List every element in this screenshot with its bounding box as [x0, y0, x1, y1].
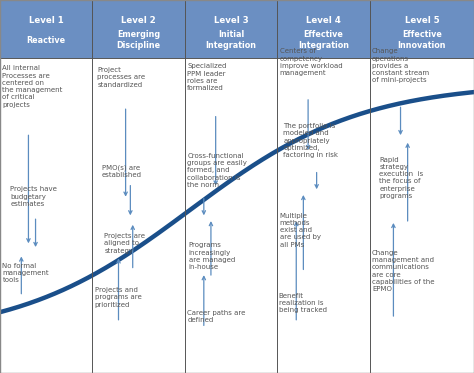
Text: Multiple
methods
exist and
are used by
all PMs: Multiple methods exist and are used by a…	[280, 213, 320, 248]
Text: Programs
increasingly
are managed
in-house: Programs increasingly are managed in-hou…	[189, 242, 235, 270]
Text: Effective
Innovation: Effective Innovation	[398, 30, 446, 50]
Text: Level 2: Level 2	[121, 16, 156, 25]
Text: Projects and
programs are
prioritized: Projects and programs are prioritized	[95, 287, 142, 308]
Text: Level 5: Level 5	[404, 16, 439, 25]
Text: Initial
Integration: Initial Integration	[206, 30, 256, 50]
Text: Effective
Integration: Effective Integration	[298, 30, 349, 50]
Text: Project
processes are
standardized: Project processes are standardized	[97, 67, 146, 88]
Text: Specialized
PPM leader
roles are
formalized: Specialized PPM leader roles are formali…	[187, 63, 227, 91]
Text: All internal
Processes are
centered on
the management
of critical
projects: All internal Processes are centered on t…	[2, 65, 63, 107]
Text: Rapid
strategy
execution  is
the focus of
enterprise
programs: Rapid strategy execution is the focus of…	[379, 157, 423, 199]
Text: Level 4: Level 4	[306, 16, 341, 25]
Text: Reactive: Reactive	[27, 35, 66, 45]
Text: Benefit
realization is
being tracked: Benefit realization is being tracked	[279, 293, 327, 313]
Text: Cross-functional
groups are easily
formed, and
collaboration is
the norm: Cross-functional groups are easily forme…	[187, 153, 247, 188]
Text: Centers of
competency
improve workload
management: Centers of competency improve workload m…	[280, 48, 342, 76]
Text: Emerging
Discipline: Emerging Discipline	[117, 30, 161, 50]
Bar	[185, 0, 277, 58]
Text: Change
management and
communications
are core
capabilities of the
EPMO: Change management and communications are…	[372, 250, 435, 292]
Text: Level 1: Level 1	[29, 16, 64, 25]
Text: Projects have
budgetary
estimates: Projects have budgetary estimates	[10, 186, 57, 207]
Text: Level 3: Level 3	[214, 16, 248, 25]
Text: PMO(s) are
established: PMO(s) are established	[102, 164, 142, 178]
Text: No formal
management
tools: No formal management tools	[2, 263, 49, 283]
Text: The portfolio is
modeled and
appropriately
optimized,
factoring in risk: The portfolio is modeled and appropriate…	[283, 123, 338, 158]
Bar	[370, 0, 474, 58]
Text: Projects are
aligned to
strategy: Projects are aligned to strategy	[104, 233, 145, 254]
Bar	[277, 0, 370, 58]
Bar	[0, 0, 92, 58]
Text: Change
operations
provides a
constant stream
of mini-projects: Change operations provides a constant st…	[372, 48, 429, 84]
Bar	[92, 0, 185, 58]
Text: Career paths are
defined: Career paths are defined	[187, 310, 246, 323]
